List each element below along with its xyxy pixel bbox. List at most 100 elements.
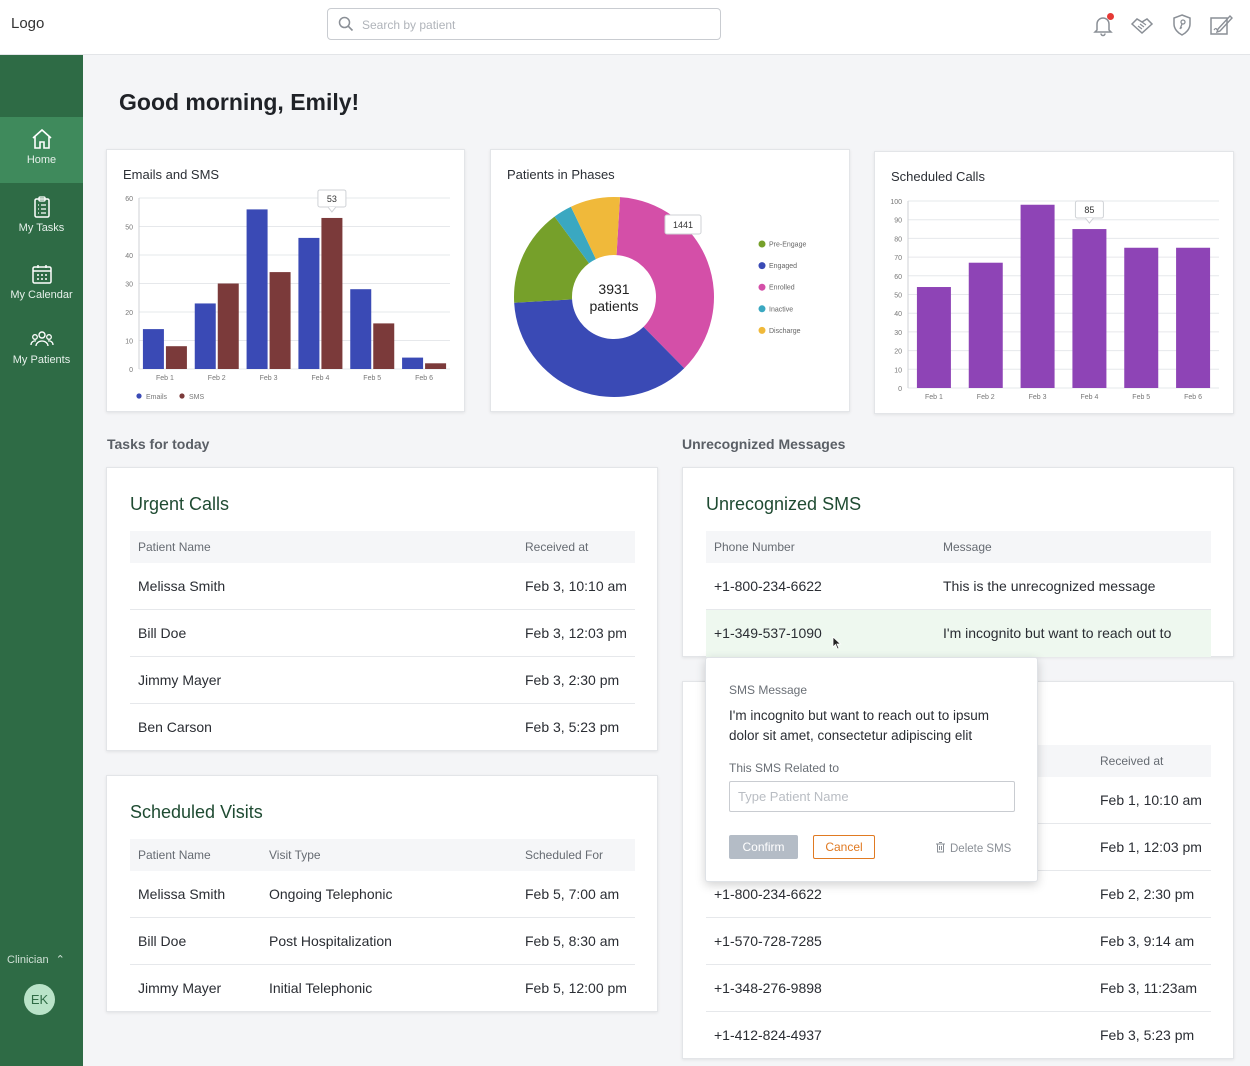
clipboard-icon (33, 196, 50, 218)
search-icon (338, 16, 354, 32)
table-row[interactable]: +1-412-824-4937 Feb 3, 5:23 pm (706, 1012, 1211, 1059)
unrecognized-section-label: Unrecognized Messages (682, 436, 846, 452)
scheduled-for: Feb 5, 7:00 am (525, 886, 620, 902)
y-tick-label: 70 (894, 255, 902, 262)
visit-type: Post Hospitalization (269, 933, 392, 949)
received-at: Feb 3, 9:14 am (1100, 933, 1195, 949)
scheduled-calls-card: Scheduled Calls 0 10 20 30 40 50 60 70 80 90 100 Fe… (874, 151, 1234, 414)
x-tick-label: Feb 3 (260, 375, 278, 382)
table-row[interactable]: Melissa Smith Feb 3, 10:10 am (130, 563, 635, 610)
tooltip-box (317, 189, 347, 208)
bar (1124, 247, 1159, 388)
table-title: Unrecognized SMS (706, 494, 862, 514)
search-input[interactable] (362, 14, 702, 36)
y-tick-label: 20 (894, 349, 902, 356)
emails-sms-card: Emails and SMS 0 10 20 30 40 50 60 Feb 1 Feb 2 Fe… (106, 149, 465, 412)
y-tick-label: 60 (125, 196, 133, 203)
sidebar-item-my-patients[interactable]: My Patients (0, 317, 83, 383)
delete-sms-label: Delete SMS (950, 843, 1012, 855)
sms-message-popover: SMS Message I'm incognito but want to re… (705, 657, 1038, 882)
legend-label: Discharge (769, 328, 801, 335)
y-tick-label: 10 (894, 367, 902, 374)
table-row[interactable]: +1-800-234-6622 Feb 2, 2:30 pm (706, 871, 1211, 918)
bar (217, 283, 239, 369)
table-row[interactable]: +1-348-276-9898 Feb 3, 11:23am (706, 965, 1211, 1012)
table-row[interactable]: Bill Doe Feb 3, 12:03 pm (130, 610, 635, 657)
bar (194, 303, 216, 369)
delete-sms-button[interactable]: Delete SMS (935, 841, 1011, 855)
bar (298, 237, 320, 369)
bar (269, 272, 291, 369)
visit-type: Ongoing Telephonic (269, 886, 393, 902)
scheduled-visits-card: Scheduled Visits Patient Name Visit Type… (106, 775, 658, 1012)
table-row[interactable]: Bill Doe Post Hospitalization Feb 5, 8:3… (130, 918, 635, 965)
scheduled-calls-chart: 0 10 20 30 40 50 60 70 80 90 100 Feb 1 Feb 2 Feb 3 Feb… (890, 199, 1219, 401)
table-row[interactable]: Jimmy Mayer Initial Telephonic Feb 5, 12… (130, 965, 635, 1012)
y-tick-label: 80 (894, 236, 902, 243)
scheduled-for: Feb 5, 8:30 am (525, 933, 620, 949)
sidebar-item-my-calendar[interactable]: My Calendar (0, 252, 83, 318)
role-label: Clinician (7, 954, 49, 966)
phone-number: +1-348-276-9898 (714, 980, 822, 996)
legend-marker (758, 262, 766, 270)
tooltip-label: 1441 (673, 220, 693, 230)
bar (165, 346, 187, 369)
sidebar-item-label: My Calendar (10, 289, 73, 301)
center-label: patients (589, 298, 638, 314)
column-header: Visit Type (269, 848, 321, 862)
sidebar-item-my-tasks[interactable]: My Tasks (0, 185, 83, 251)
bell-icon[interactable] (1090, 12, 1116, 38)
received-at: Feb 3, 11:23am (1100, 980, 1198, 996)
legend-label: Inactive (769, 306, 793, 313)
table-row[interactable]: Jimmy Mayer Feb 3, 2:30 pm (130, 657, 635, 704)
home-icon (31, 128, 52, 149)
shield-key-icon[interactable] (1169, 12, 1195, 38)
received-at: Feb 3, 2:30 pm (525, 672, 620, 688)
phone-number: +1-570-728-7285 (714, 933, 822, 949)
legend-marker (758, 305, 766, 313)
table-row[interactable]: +1-800-234-6622 This is the unrecognized… (706, 563, 1211, 610)
signature-icon[interactable] (1208, 12, 1234, 38)
chart-title: Patients in Phases (507, 167, 615, 182)
table-row[interactable]: +1-570-728-7285 Feb 3, 9:14 am (706, 918, 1211, 965)
x-tick-label: Feb 6 (1184, 394, 1202, 401)
table-header: Phone Number Message (706, 531, 1211, 563)
y-tick-label: 0 (129, 367, 133, 374)
x-tick-label: Feb 5 (1132, 394, 1150, 401)
tooltip-label: 53 (327, 194, 337, 204)
table-title: Urgent Calls (130, 494, 230, 514)
sidebar-item-home[interactable]: Home (0, 117, 83, 183)
x-tick-label: Feb 2 (977, 394, 995, 401)
received-at: Feb 3, 5:23 pm (525, 719, 620, 735)
role-switcher[interactable]: Clinician ⌃ (7, 953, 65, 966)
cancel-button[interactable]: Cancel (813, 835, 875, 859)
patient-name-input[interactable] (729, 781, 1015, 812)
legend-label: Enrolled (769, 285, 795, 292)
table-row[interactable]: Melissa Smith Ongoing Telephonic Feb 5, … (130, 871, 635, 918)
bar (402, 357, 424, 369)
page-title: Good morning, Emily! (119, 89, 360, 115)
search-box[interactable] (327, 8, 721, 40)
column-header: Received at (525, 540, 589, 554)
table-row-selected[interactable]: +1-349-537-1090 I'm incognito but want t… (706, 610, 1211, 657)
confirm-button[interactable]: Confirm (729, 835, 798, 859)
bar (373, 323, 395, 369)
bar (1072, 229, 1107, 388)
handshake-icon[interactable] (1129, 12, 1155, 38)
table-row[interactable]: Ben Carson Feb 3, 5:23 pm (130, 704, 635, 751)
legend-label: SMS (189, 394, 205, 401)
trash-icon (936, 842, 945, 853)
tooltip-box (664, 214, 702, 235)
received-at: Feb 3, 5:23 pm (1100, 1027, 1195, 1043)
avatar[interactable]: EK (24, 984, 55, 1015)
legend-marker (136, 393, 142, 399)
y-tick-label: 0 (898, 386, 902, 393)
patient-name: Jimmy Mayer (138, 980, 222, 996)
pie-slice (514, 299, 685, 397)
bar (350, 289, 372, 369)
bar (1020, 204, 1055, 388)
tooltip-pointer (327, 206, 337, 213)
chart-title: Scheduled Calls (891, 169, 985, 184)
column-header: Message (943, 540, 992, 554)
sidebar-item-label: Home (26, 154, 57, 166)
